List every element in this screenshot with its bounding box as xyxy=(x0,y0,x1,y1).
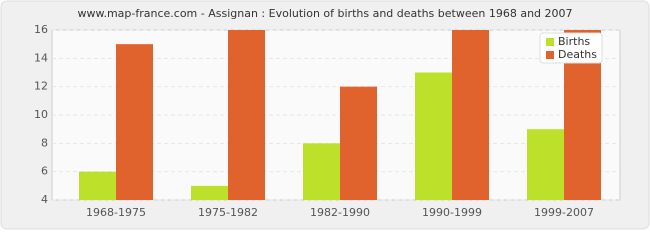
legend-label: Deaths xyxy=(558,48,597,61)
legend-label: Births xyxy=(558,35,590,48)
bar xyxy=(116,44,153,200)
bar xyxy=(303,143,340,200)
chart: www.map-france.com - Assignan : Evolutio… xyxy=(0,0,650,230)
bar xyxy=(415,72,452,200)
y-tick-label: 4 xyxy=(41,193,48,206)
chart-title: www.map-france.com - Assignan : Evolutio… xyxy=(77,7,572,20)
legend-swatch xyxy=(546,51,554,59)
y-tick-label: 8 xyxy=(41,136,48,149)
bar xyxy=(527,129,564,200)
page: {"chart_data": {"type": "bar", "title": … xyxy=(0,0,650,230)
x-tick-label: 1999-2007 xyxy=(534,206,594,219)
x-tick-label: 1990-1999 xyxy=(422,206,482,219)
y-tick-label: 10 xyxy=(34,108,48,121)
bar xyxy=(452,30,489,200)
y-tick-label: 6 xyxy=(41,165,48,178)
bar xyxy=(340,86,377,200)
x-tick-label: 1982-1990 xyxy=(310,206,370,219)
y-tick-label: 12 xyxy=(34,80,48,93)
bar xyxy=(191,185,228,200)
y-tick-label: 16 xyxy=(34,23,48,36)
bar xyxy=(228,30,265,200)
x-tick-label: 1968-1975 xyxy=(86,206,146,219)
legend-swatch xyxy=(546,38,554,46)
bar xyxy=(79,171,116,200)
legend-box xyxy=(539,32,603,64)
y-tick-label: 14 xyxy=(34,51,48,64)
x-tick-label: 1975-1982 xyxy=(198,206,258,219)
